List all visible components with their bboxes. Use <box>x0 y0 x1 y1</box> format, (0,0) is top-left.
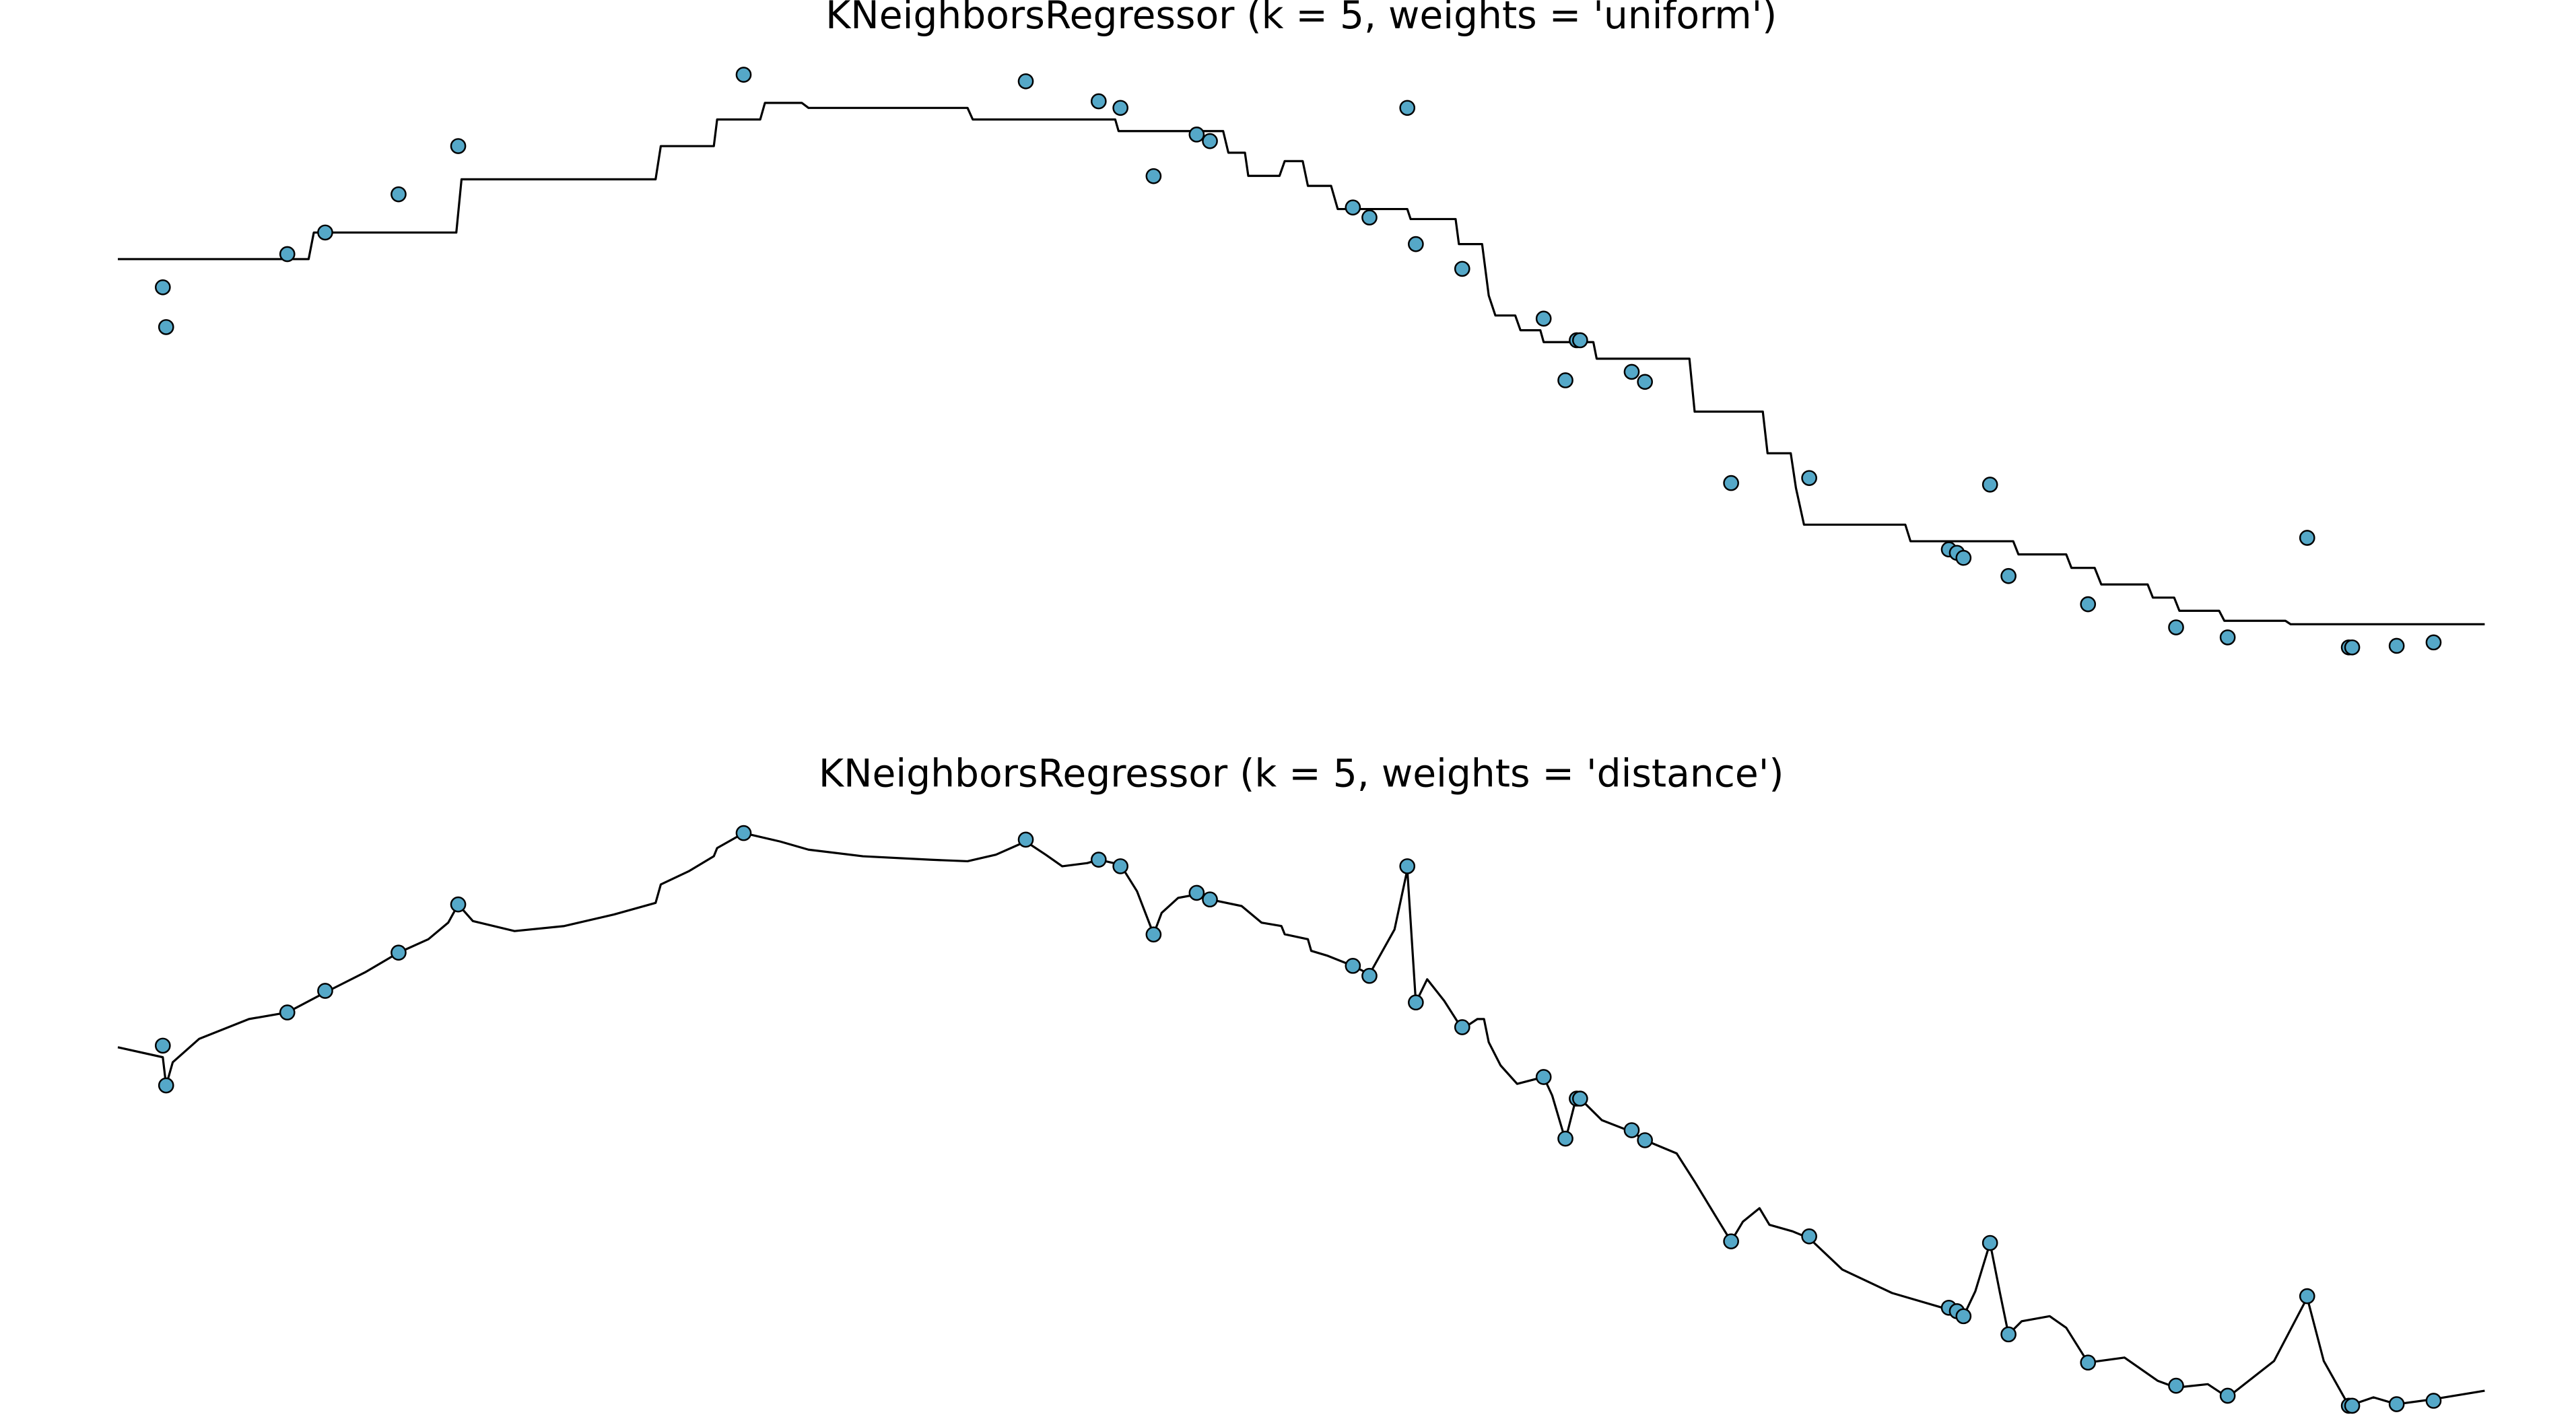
data-point <box>1623 1122 1640 1138</box>
data-point <box>317 983 333 999</box>
prediction-line <box>117 831 2485 1407</box>
data-point <box>2344 639 2361 656</box>
data-point <box>450 896 467 913</box>
data-point <box>1981 1235 1998 1251</box>
data-point <box>158 1077 174 1094</box>
data-point <box>1399 858 1416 874</box>
chart-title: KNeighborsRegressor (k = 5, weights = 'd… <box>819 752 1784 796</box>
data-point <box>1454 1019 1470 1035</box>
data-point <box>1572 1090 1588 1107</box>
data-point <box>2000 1326 2016 1343</box>
data-point <box>2168 1377 2184 1394</box>
chart-title: KNeighborsRegressor (k = 5, weights = 'u… <box>825 0 1777 38</box>
data-point <box>1408 236 1424 252</box>
data-point <box>1090 852 1107 868</box>
data-point <box>1145 168 1162 184</box>
data-point <box>735 67 752 83</box>
data-point <box>2219 1387 2236 1404</box>
data-point <box>1202 891 1218 908</box>
data-point <box>1981 477 1998 493</box>
data-point <box>2080 596 2097 613</box>
data-point <box>1090 93 1107 110</box>
data-point <box>1535 1069 1552 1085</box>
data-point <box>735 825 752 841</box>
data-point <box>1202 133 1218 149</box>
data-point <box>2344 1397 2361 1414</box>
data-point <box>1112 858 1128 874</box>
data-point <box>1188 884 1205 901</box>
prediction-line <box>118 102 2485 625</box>
data-point <box>1955 549 1972 566</box>
data-point <box>1188 126 1205 143</box>
data-point <box>2219 629 2236 646</box>
data-point <box>450 138 467 154</box>
data-point <box>1955 1308 1972 1325</box>
data-point <box>1145 926 1162 943</box>
data-point <box>1637 1132 1653 1148</box>
data-point <box>158 319 174 335</box>
data-point <box>1345 199 1361 216</box>
data-point <box>1361 967 1378 984</box>
data-point <box>1408 994 1424 1011</box>
data-point <box>1637 374 1653 390</box>
data-point <box>1557 372 1573 388</box>
data-point <box>1723 1233 1739 1250</box>
data-point <box>1399 100 1416 116</box>
data-point <box>317 224 333 241</box>
data-point <box>1572 332 1588 349</box>
data-point <box>1454 261 1470 277</box>
data-point <box>1017 831 1034 848</box>
data-point <box>1557 1130 1573 1147</box>
data-point <box>1623 363 1640 380</box>
data-point <box>1361 209 1378 225</box>
data-point <box>2299 1288 2315 1305</box>
data-point <box>391 186 407 203</box>
data-point <box>2080 1354 2097 1371</box>
data-point <box>1801 470 1817 486</box>
data-point <box>2000 567 2016 584</box>
data-point <box>2388 637 2405 654</box>
data-point <box>391 944 407 961</box>
data-point <box>2299 530 2315 546</box>
data-point <box>1801 1228 1817 1245</box>
data-point <box>1345 957 1361 974</box>
data-point <box>1017 73 1034 90</box>
data-point <box>2168 619 2184 635</box>
data-point <box>1112 100 1128 116</box>
data-point <box>2425 1393 2442 1409</box>
data-point <box>1723 475 1739 491</box>
data-point <box>1535 310 1552 327</box>
data-point <box>279 246 296 263</box>
data-point <box>154 279 171 296</box>
data-point <box>279 1004 296 1020</box>
data-point <box>154 1037 171 1054</box>
data-point <box>2388 1396 2405 1412</box>
data-point <box>2425 634 2442 651</box>
